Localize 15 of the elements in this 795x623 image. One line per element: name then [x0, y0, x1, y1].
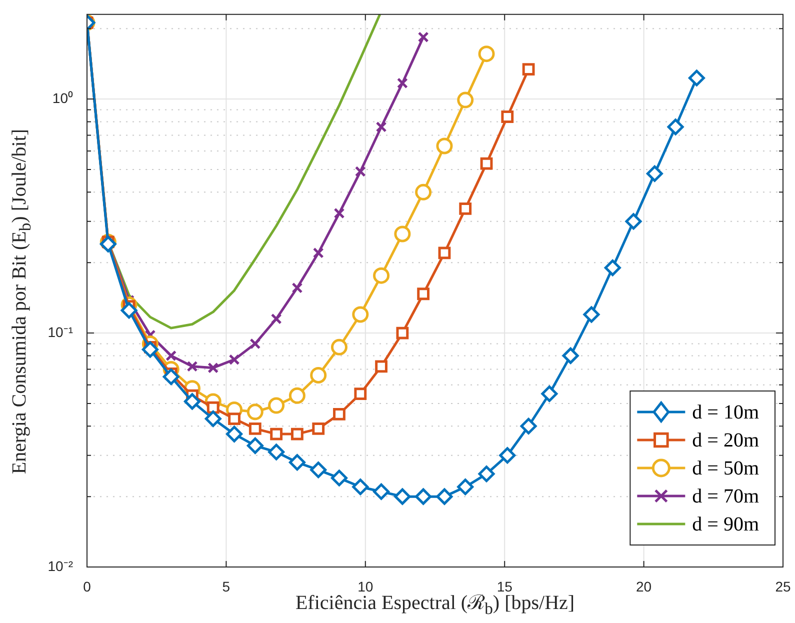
- y-tick-label: 10⁻²: [48, 558, 74, 574]
- x-tick-label: 25: [775, 578, 791, 594]
- x-tick-label: 20: [636, 578, 652, 594]
- legend-label: d = 70m: [692, 485, 760, 508]
- x-axis-title: Eficiência Espectral (ℛ$_{b}$) [bps/Hz]: [295, 592, 575, 618]
- legend-label: d = 10m: [692, 401, 760, 424]
- legend-label: d = 90m: [692, 513, 760, 536]
- x-tick-label: 15: [496, 578, 513, 594]
- y-tick-label: 10⁻¹: [48, 324, 74, 340]
- x-tick-label: 5: [222, 578, 230, 594]
- legend-label: d = 20m: [692, 429, 760, 452]
- y-tick-label: 10⁰: [52, 90, 73, 106]
- legend-label: d = 50m: [692, 457, 760, 480]
- x-tick-label: 10: [358, 578, 374, 594]
- x-tick-label: 0: [83, 578, 92, 594]
